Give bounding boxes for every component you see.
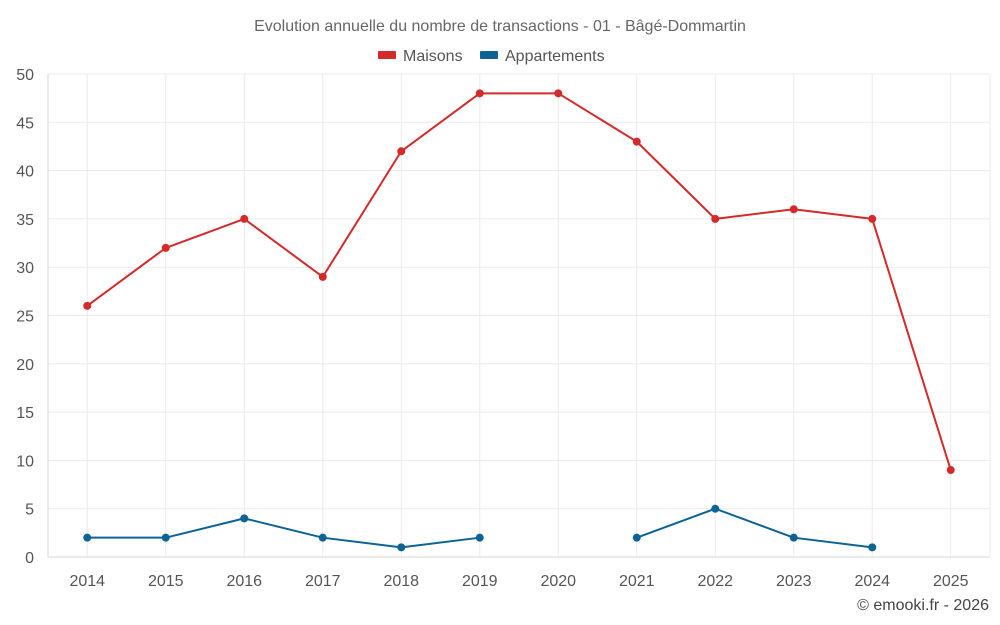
data-point [946, 466, 955, 475]
x-tick-label: 2022 [697, 573, 733, 590]
legend-swatch [480, 51, 498, 59]
x-tick-label: 2025 [933, 573, 969, 590]
y-tick-label: 50 [16, 67, 34, 84]
legend: Maisons Appartements [378, 48, 605, 65]
data-point [161, 243, 170, 252]
series-layer [83, 89, 955, 552]
data-point [318, 272, 327, 281]
data-point [789, 533, 798, 542]
x-tick-label: 2014 [69, 573, 105, 590]
legend-label: Maisons [403, 48, 463, 65]
data-point [632, 137, 641, 146]
y-tick-label: 45 [16, 115, 34, 132]
data-point [318, 533, 327, 542]
data-point [83, 533, 92, 542]
y-tick-label: 35 [16, 212, 34, 229]
credit-text: © emooki.fr - 2026 [857, 597, 989, 614]
x-tick-label: 2018 [383, 573, 419, 590]
x-tick-label: 2015 [148, 573, 184, 590]
legend-item-maisons: Maisons [378, 48, 463, 65]
data-point [868, 543, 877, 552]
series-line [87, 517, 480, 549]
y-tick-label: 5 [25, 502, 34, 519]
data-point [240, 214, 249, 223]
series-line [636, 507, 873, 549]
x-tick-label: 2019 [462, 573, 498, 590]
legend-label: Appartements [505, 48, 605, 65]
chart-title: Evolution annuelle du nombre de transact… [254, 18, 746, 35]
x-tick-label: 2021 [619, 573, 655, 590]
data-point [554, 89, 563, 98]
data-point [397, 147, 406, 156]
data-point [475, 533, 484, 542]
series-maisons [83, 89, 955, 475]
y-tick-label: 30 [16, 260, 34, 277]
y-tick-label: 20 [16, 357, 34, 374]
data-point [711, 504, 720, 513]
y-tick-label: 10 [16, 453, 34, 470]
series-line [86, 92, 952, 471]
data-point [711, 214, 720, 223]
y-tick-label: 15 [16, 405, 34, 422]
y-tick-label: 0 [25, 550, 34, 567]
data-point [789, 205, 798, 214]
data-point [475, 89, 484, 98]
y-tick-label: 25 [16, 309, 34, 326]
data-point [632, 533, 641, 542]
data-point [868, 214, 877, 223]
y-tick-label: 40 [16, 164, 34, 181]
data-point [161, 533, 170, 542]
legend-swatch [378, 51, 396, 59]
series-appartements [83, 504, 877, 552]
x-tick-label: 2017 [305, 573, 341, 590]
x-tick-label: 2020 [540, 573, 576, 590]
legend-item-appartements: Appartements [480, 48, 605, 65]
data-point [240, 514, 249, 523]
grid [48, 73, 990, 557]
x-tick-label: 2016 [226, 573, 262, 590]
x-tick-label: 2023 [776, 573, 812, 590]
x-tick-label: 2024 [854, 573, 890, 590]
data-point [397, 543, 406, 552]
data-point [83, 301, 92, 310]
